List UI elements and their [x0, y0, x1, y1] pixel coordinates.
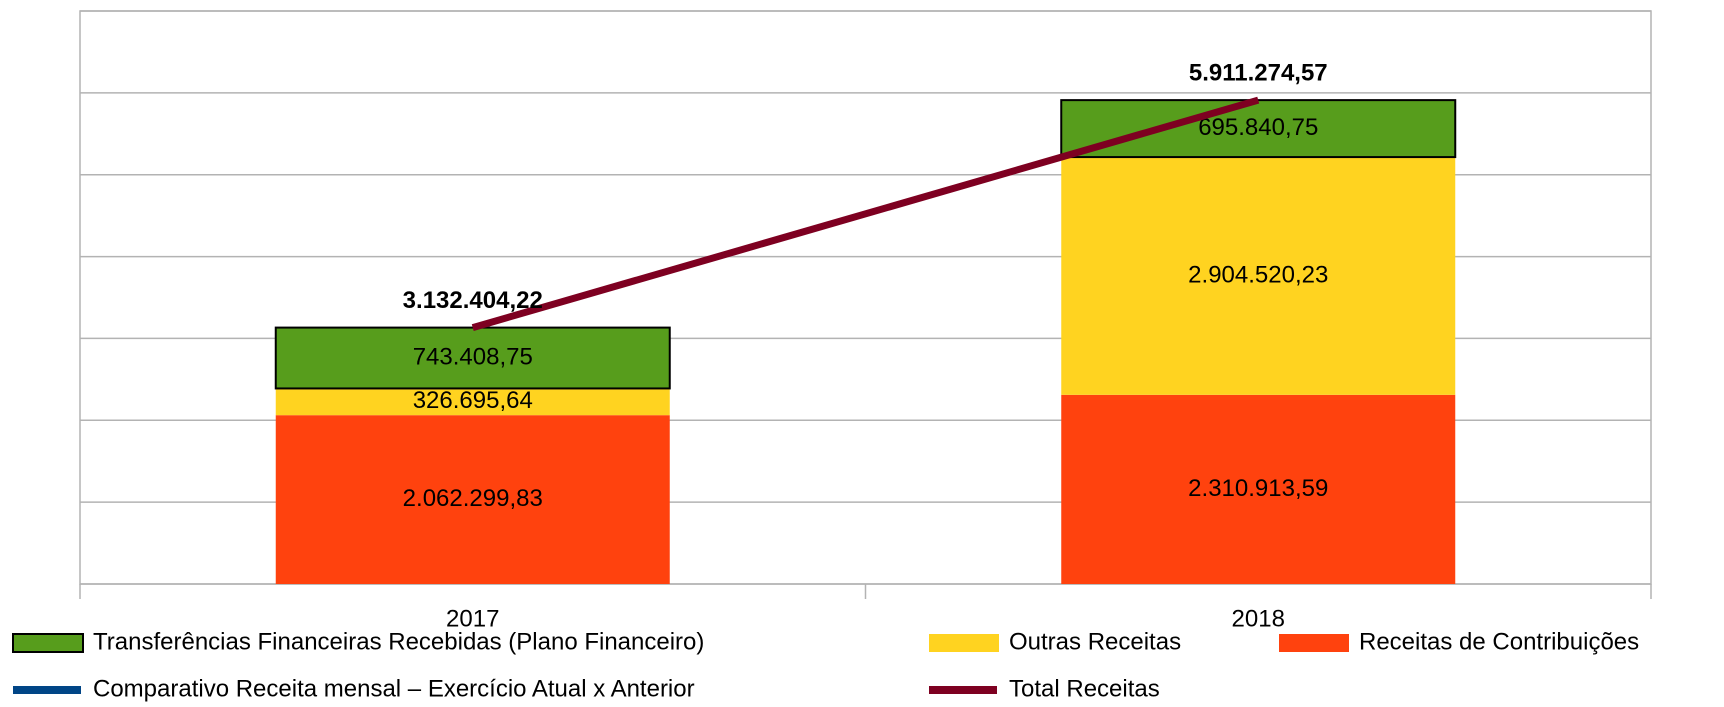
total-label: 3.132.404,22 — [403, 287, 543, 314]
legend-label: Receitas de Contribuições — [1359, 628, 1639, 655]
legend-swatch — [1279, 634, 1349, 652]
legend-label: Comparativo Receita mensal – Exercício A… — [93, 675, 695, 702]
bar-segment — [1061, 394, 1456, 584]
bar-segment — [1061, 157, 1456, 395]
data-label: 743.408,75 — [413, 343, 533, 370]
data-label: 2.310.913,59 — [1188, 475, 1328, 502]
x-tick-label: 2017 — [446, 605, 499, 632]
legend-swatch — [13, 686, 81, 694]
total-label: 5.911.274,57 — [1189, 59, 1328, 86]
legend-swatch — [12, 633, 84, 653]
legend-swatch — [929, 634, 999, 652]
legend-swatch — [929, 686, 997, 694]
data-label: 695.840,75 — [1198, 114, 1318, 141]
legend-label: Total Receitas — [1009, 675, 1160, 702]
bar-segment — [1060, 99, 1457, 159]
bar-segment — [274, 326, 671, 390]
legend-label: Transferências Financeiras Recebidas (Pl… — [93, 628, 704, 655]
data-label: 326.695,64 — [413, 387, 533, 414]
data-label: 2.062.299,83 — [403, 485, 543, 512]
bar-segment — [275, 388, 670, 416]
data-label: 2.904.520,23 — [1188, 261, 1328, 288]
line — [471, 96, 1260, 331]
legend-label: Outras Receitas — [1009, 628, 1181, 655]
bar-segment — [275, 415, 670, 584]
x-tick-label: 2018 — [1232, 605, 1285, 632]
